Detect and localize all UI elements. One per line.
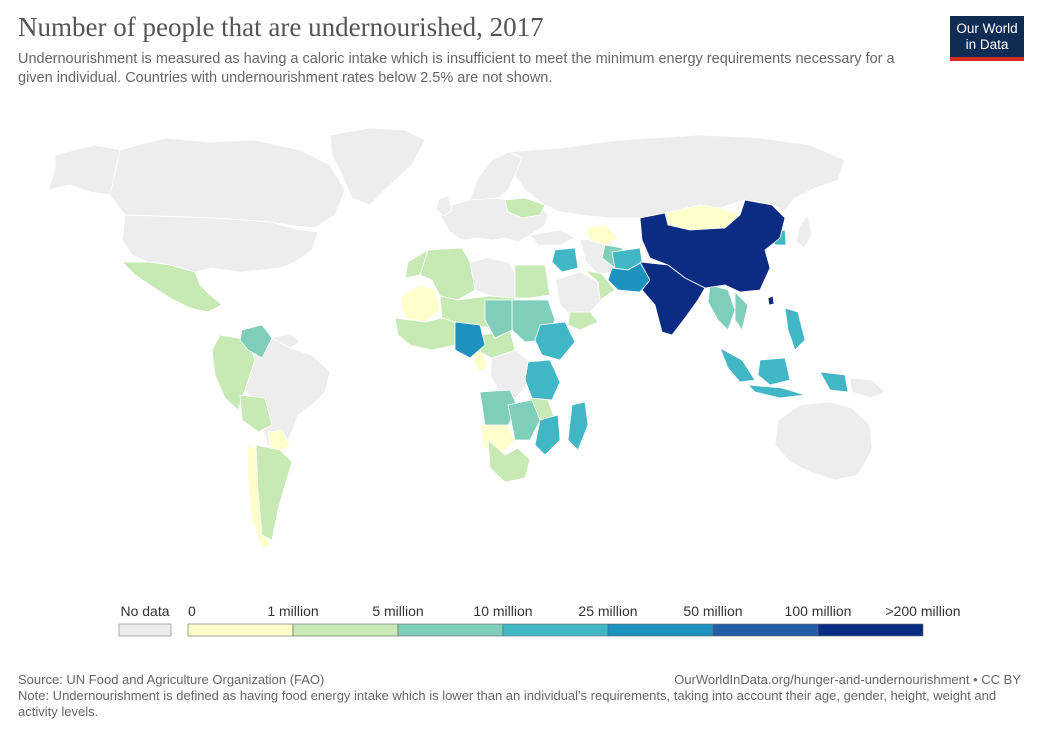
country-chad[interactable] [484,299,513,339]
country-morocco[interactable] [404,249,429,279]
legend-tick-label: 1 million [267,603,318,619]
country-russia[interactable] [507,134,846,219]
country-zambia-zim[interactable] [507,399,541,441]
country-venezuela[interactable] [239,324,273,359]
bin-0-1m [247,204,741,549]
world-map [47,127,886,549]
country-turkey[interactable] [529,229,576,246]
country-eastern-europe[interactable] [504,197,546,219]
legend-no-data-label: No data [120,603,169,619]
country-papua-west[interactable] [819,371,849,393]
country-australia[interactable] [774,401,873,481]
footer-note: Note: Undernourishment is defined as hav… [18,688,997,719]
legend: No data 0 1 million 5 million 10 million 25 … [118,603,961,637]
country-mali[interactable] [399,284,441,323]
country-bolivia[interactable] [239,394,273,433]
legend-bin-5[interactable] [712,623,819,637]
logo-line-2: in Data [965,37,1009,52]
country-mexico[interactable] [121,261,223,313]
legend-tick-label: 100 million [785,603,852,619]
country-middle-east[interactable] [584,269,616,301]
country-egypt[interactable] [514,264,551,299]
owid-logo[interactable]: Our World in Data [950,16,1024,61]
country-japan[interactable] [795,214,813,249]
country-central-asia[interactable] [584,224,619,246]
country-canada[interactable] [107,137,346,229]
country-scandinavia[interactable] [469,151,523,201]
country-madagascar[interactable] [567,401,589,451]
country-greenland[interactable] [329,127,426,206]
country-indonesia-java[interactable] [747,384,806,399]
country-alaska[interactable] [47,144,121,196]
country-paraguay[interactable] [267,429,291,453]
country-iraq[interactable] [551,247,579,273]
legend-tick-label: 25 million [578,603,637,619]
country-nigeria[interactable] [454,321,486,359]
country-angola-south[interactable] [487,439,531,483]
country-indonesia-sumatra[interactable] [719,347,756,383]
legend-tick-label: 5 million [372,603,423,619]
country-saudi-arabia[interactable] [555,271,603,317]
legend-bin-1[interactable] [292,623,399,637]
country-new-guinea[interactable] [849,377,886,399]
country-argentina[interactable] [255,444,293,541]
country-uk[interactable] [435,194,453,217]
footer-source: Source: UN Food and Agriculture Organiza… [18,672,325,687]
legend-tick-label: 10 million [473,603,532,619]
country-vietnam[interactable] [734,291,749,331]
country-philippines[interactable] [784,307,806,351]
country-kenya-tanzania[interactable] [524,359,561,401]
country-cameroon[interactable] [471,349,489,373]
country-guianas[interactable] [271,333,301,349]
country-indonesia-east[interactable] [757,357,791,386]
legend-tick-label: 0 [188,603,196,619]
logo-line-1: Our World [956,21,1018,36]
country-usa[interactable] [121,214,319,273]
legend-bin-4[interactable] [607,623,714,637]
country-taiwan[interactable] [767,295,775,306]
country-thailand-myanmar[interactable] [707,284,736,331]
footer-url[interactable]: OurWorldInData.org/hunger-and-undernouri… [674,672,1021,687]
country-india[interactable] [639,261,706,336]
bin-100-200m [639,199,786,336]
country-west-africa[interactable] [394,317,456,351]
bin-1-5m [121,197,616,541]
legend-tick-label: 50 million [683,603,742,619]
chart-subtitle: Undernourishment is measured as having a… [18,51,895,86]
legend-bin-0[interactable] [187,623,294,637]
legend-no-data-swatch [118,623,172,637]
country-yemen[interactable] [567,311,599,331]
country-ethiopia[interactable] [534,321,576,361]
country-central-africa-nodata[interactable] [489,349,531,399]
bin-25-50m [454,261,651,359]
country-north-africa[interactable] [469,257,516,299]
legend-bin-3[interactable] [502,623,609,637]
legend-bin-6[interactable] [817,623,924,637]
legend-tick-label: >200 million [885,603,960,619]
chart-title: Number of people that are undernourished… [18,12,544,42]
legend-bin-2[interactable] [397,623,504,637]
bin-10-25m [524,229,849,456]
country-mozambique[interactable] [534,414,561,456]
